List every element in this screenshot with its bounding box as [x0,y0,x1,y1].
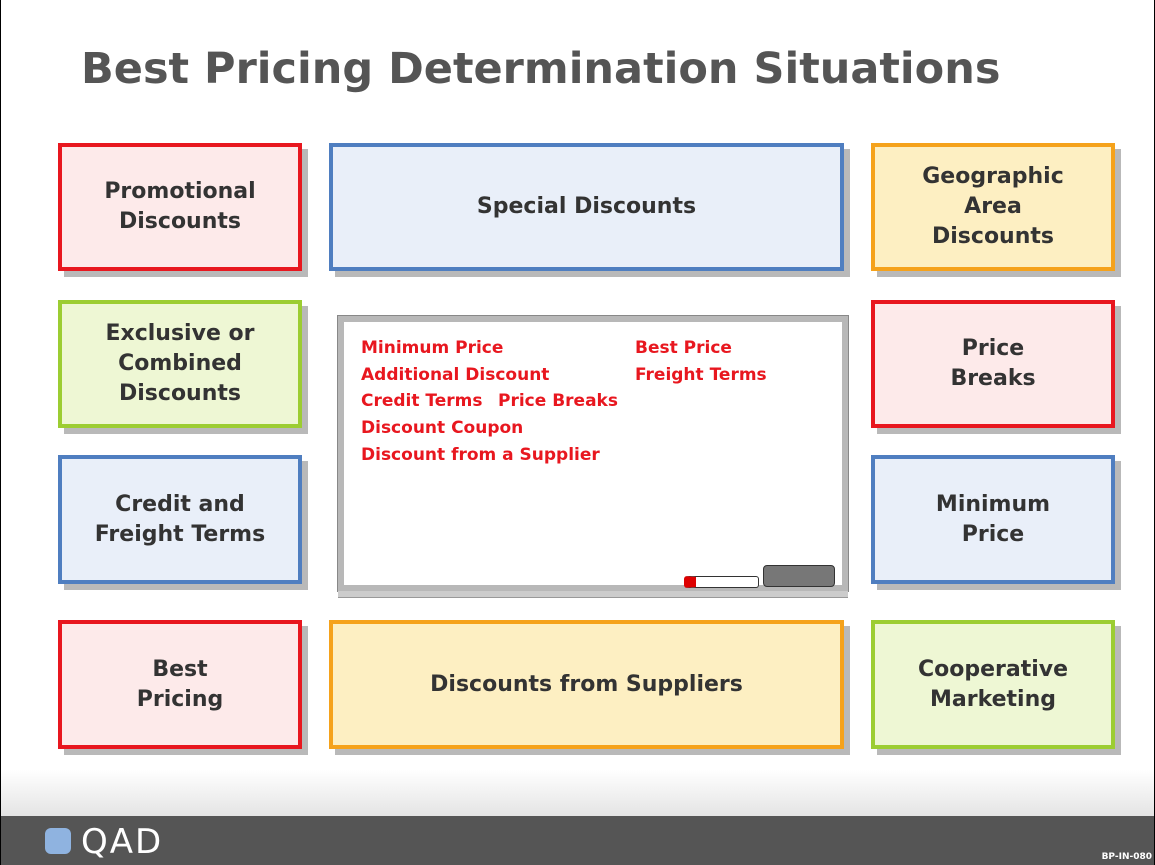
box-text: Area [964,192,1022,222]
logo: QAD [81,822,163,862]
box-text: Discounts from Suppliers [430,670,743,700]
box-text: Special Discounts [477,192,696,222]
marker [684,576,759,588]
whiteboard-item: Credit Terms [361,391,483,411]
whiteboard-item: Discount Coupon [361,418,523,438]
slide-title: Best Pricing Determination Situations [81,44,1000,94]
box-text: Marketing [930,685,1056,715]
whiteboard-item: Price Breaks [498,391,618,411]
slide-code: BP-IN-080 [1102,852,1152,862]
box-text: Combined [118,349,242,379]
box-text: Best [152,655,207,685]
box-text: Discounts [119,207,241,237]
box-text: Price [962,334,1024,364]
box-text: Credit and [115,490,245,520]
box-text: Minimum [936,490,1050,520]
footer: QAD BP-IN-080 [1,816,1154,865]
whiteboard-item: Additional Discount [361,365,549,385]
whiteboard-item: Minimum Price [361,338,503,358]
box-text: Price [962,520,1024,550]
logo-icon [45,828,71,854]
box-text: Exclusive or [106,319,255,349]
eraser [763,565,835,587]
box-text: Promotional [104,177,255,207]
box-text: Pricing [137,685,224,715]
box-text: Freight Terms [95,520,265,550]
whiteboard-item: Freight Terms [635,365,767,385]
footer-fade [1,770,1154,816]
slide: Best Pricing Determination Situations Pr… [0,0,1155,865]
box: Special Discounts [329,143,844,271]
box-text: Geographic [922,162,1064,192]
box-text: Discounts [119,379,241,409]
whiteboard-item: Discount from a Supplier [361,445,600,465]
box-text: Breaks [950,364,1035,394]
box-text: Discounts [932,222,1054,252]
box-text: Cooperative [918,655,1068,685]
whiteboard-item: Best Price [635,338,732,358]
whiteboard-tray [338,591,848,598]
box: Discounts from Suppliers [329,620,844,749]
